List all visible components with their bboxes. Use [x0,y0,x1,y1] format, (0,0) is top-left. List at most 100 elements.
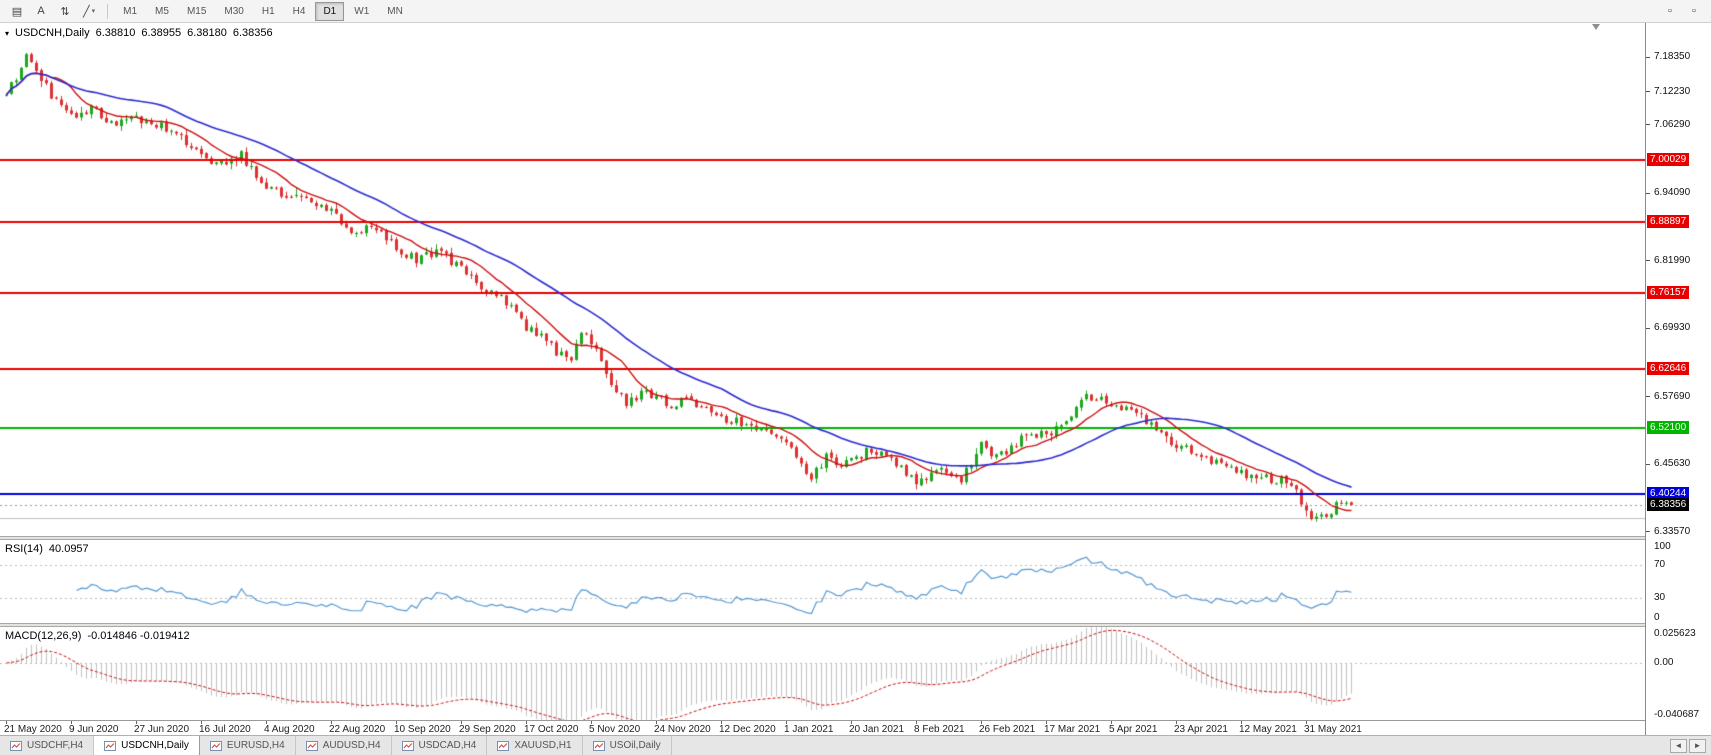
price-chart-canvas[interactable] [0,23,1645,536]
time-tick-mark [136,721,137,724]
chart-shift-marker-icon [1592,24,1600,30]
chart-tab-usdchf[interactable]: USDCHF,H4 [0,736,95,755]
macd-tick-label: 0.025623 [1654,628,1696,639]
price-tick-label: 6.45630 [1654,458,1691,470]
chart-tab-usdcad[interactable]: USDCAD,H4 [392,736,488,755]
date-label: 21 May 2020 [4,724,62,735]
timeframe-button-mn[interactable]: MN [387,5,403,17]
hline-price-badge: 7.00029 [1647,152,1690,166]
date-label: 16 Jul 2020 [199,724,251,735]
price-tick-mark [1646,260,1650,262]
timeframe-buttons-group: M1 M5 M15 M30 H1 H4 D1 W1 MN [115,1,411,21]
date-label: 26 Feb 2021 [979,724,1036,735]
tab-label: USOil,Daily [609,740,661,751]
macd-header: MACD(12,26,9) -0.014846 -0.019412 [5,630,190,642]
chart-tab-usoil[interactable]: USOil,Daily [583,736,672,755]
hline-price-badge: 6.88897 [1647,215,1690,229]
macd-tick-label: 0.00 [1654,656,1674,668]
price-scale[interactable]: 7.18350 7.12230 7.06290 6.94090 6.81990 6.699… [1645,23,1711,735]
time-axis[interactable]: 21 May 2020 9 Jun 2020 27 Jun 2020 16 Jul 2… [0,721,1645,735]
tab-scroll-controls: ◄ ► [1670,736,1711,755]
tab-label: XAUUSD,H1 [514,740,572,751]
tab-chart-icon [497,740,510,751]
text-tool-icon[interactable]: A [37,5,45,17]
time-tick-mark [266,721,267,724]
toolbar-extra-icon-2[interactable]: ▫ [1692,5,1696,17]
tab-scroll-right-icon[interactable]: ► [1689,738,1706,753]
timeframe-button-m5[interactable]: M5 [155,5,169,17]
date-label: 17 Mar 2021 [1044,724,1101,735]
tab-label: AUDUSD,H4 [322,740,381,751]
price-tick-label: 7.06290 [1654,118,1691,130]
tab-label: USDCNH,Daily [121,740,189,751]
date-label: 1 Jan 2021 [784,724,834,735]
chevron-down-icon: ▾ [91,8,96,15]
macd-value: -0.014846 -0.019412 [87,630,190,642]
time-tick-mark [461,721,462,724]
price-tick-label: 7.18350 [1654,51,1691,63]
rsi-tick-label: 100 [1654,541,1671,552]
one-click-trading-icon[interactable]: ▾ [5,28,10,38]
toolbar-extra-icon-1[interactable]: ▫ [1668,5,1672,17]
chart-window-icon[interactable]: ▤ [11,5,23,18]
price-tick-label: 6.69930 [1654,322,1691,334]
chart-tab-usdcnh[interactable]: USDCNH,Daily [94,736,200,755]
timeframe-button-m15[interactable]: M15 [186,5,207,17]
time-tick-mark [6,721,7,724]
panel-splitter-rsi[interactable] [0,536,1711,540]
timeframe-button-w1[interactable]: W1 [354,5,370,17]
time-tick-mark [1176,721,1177,724]
price-tick-label: 7.12230 [1654,85,1691,97]
hline-price-badge: 6.52100 [1647,421,1690,435]
time-tick-mark [851,721,852,724]
scale-tool-icon[interactable]: ⇅ [60,5,70,18]
toolbar-tools-group: ▤ A ⇅ ╱ ▾ [6,2,100,21]
rsi-value: 40.0957 [48,543,89,555]
date-label: 4 Aug 2020 [264,724,315,735]
price-tick-mark [1646,91,1650,93]
price-tick-label: 6.33570 [1654,525,1691,537]
time-tick-mark [1306,721,1307,724]
tab-scroll-left-icon[interactable]: ◄ [1670,738,1687,753]
time-tick-mark [201,721,202,724]
price-tick-mark [1646,56,1650,58]
tab-label: EURUSD,H4 [226,740,285,751]
timeframe-button-h1[interactable]: H1 [261,5,275,17]
date-label: 5 Apr 2021 [1109,724,1158,735]
chart-tab-xauusd[interactable]: XAUUSD,H1 [487,736,583,755]
tab-label: USDCHF,H4 [27,740,84,751]
date-label: 8 Feb 2021 [914,724,965,735]
date-label: 12 May 2021 [1239,724,1297,735]
timeframe-button-m1[interactable]: M1 [123,5,138,17]
chart-title: ▾ USDCNH,Daily 6.38810 6.38955 6.38180 6… [5,27,273,39]
time-tick-mark [396,721,397,724]
tab-chart-icon [592,740,605,751]
macd-label: MACD(12,26,9) [5,630,82,642]
time-tick-mark [331,721,332,724]
ohlc-low: 6.38180 [187,27,227,39]
time-tick-mark [1241,721,1242,724]
date-label: 5 Nov 2020 [589,724,641,735]
hline-price-badge: 6.76157 [1647,286,1690,300]
time-tick-mark [916,721,917,724]
toolbar-separator [107,3,109,19]
chart-tab-eurusd[interactable]: EURUSD,H4 [200,736,296,755]
rsi-tick-label: 70 [1654,558,1666,570]
ohlc-high: 6.38955 [141,27,182,39]
time-tick-mark [591,721,592,724]
draw-tools-icon[interactable]: ╱ ▾ [83,5,96,18]
tab-chart-icon [10,740,22,751]
hline-price-badge: 6.40244 [1647,487,1690,501]
rsi-tick-label: 30 [1654,592,1666,604]
timeframe-button-h4[interactable]: H4 [292,5,306,17]
panel-splitter-macd[interactable] [0,623,1711,627]
ohlc-open: 6.38810 [95,27,136,39]
chart-tab-audusd[interactable]: AUDUSD,H4 [296,736,392,755]
timeframe-button-d1[interactable]: D1 [315,1,345,21]
macd-chart-canvas[interactable] [0,627,1645,720]
rsi-chart-canvas[interactable] [0,540,1645,623]
hline-price-badge: 6.62646 [1647,362,1690,376]
date-label: 29 Sep 2020 [459,724,516,735]
timeframe-button-m30[interactable]: M30 [224,5,244,17]
